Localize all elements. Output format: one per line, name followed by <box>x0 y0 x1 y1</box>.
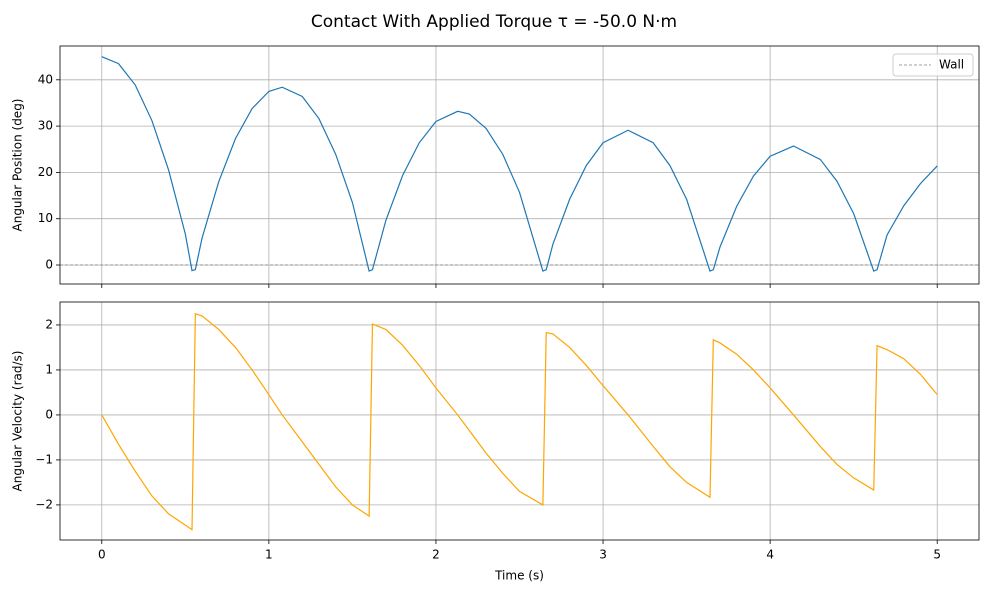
x-axis-label: Time (s) <box>494 569 544 583</box>
legend: Wall <box>892 53 974 77</box>
y-tick-label: 10 <box>38 211 53 225</box>
x-tick-label: 2 <box>432 548 440 562</box>
y-axis-label: Angular Velocity (rad/s) <box>11 351 25 492</box>
y-tick-label: 0 <box>45 407 53 421</box>
legend-label: Wall <box>939 58 964 72</box>
plot-frame <box>59 45 980 285</box>
x-tick-label: 0 <box>98 548 106 562</box>
y-tick-label: 2 <box>45 317 53 331</box>
x-tick-label: 1 <box>265 548 273 562</box>
y-tick-label: −2 <box>35 497 53 511</box>
y-tick-label: 30 <box>38 119 53 133</box>
data-line <box>101 56 938 272</box>
plot-frame <box>59 301 980 541</box>
y-tick-label: −1 <box>35 452 53 466</box>
legend-box <box>892 53 974 77</box>
y-tick-label: 1 <box>45 362 53 376</box>
y-tick-label: 40 <box>38 72 53 86</box>
x-tick-label: 4 <box>766 548 774 562</box>
y-axis-label: Angular Position (deg) <box>11 99 25 232</box>
y-tick-label: 0 <box>45 258 53 272</box>
x-tick-label: 3 <box>599 548 607 562</box>
x-tick-label: 5 <box>933 548 941 562</box>
figure-title: Contact With Applied Torque τ = -50.0 N·… <box>311 12 677 32</box>
y-tick-label: 20 <box>38 165 53 179</box>
data-line <box>101 312 938 531</box>
